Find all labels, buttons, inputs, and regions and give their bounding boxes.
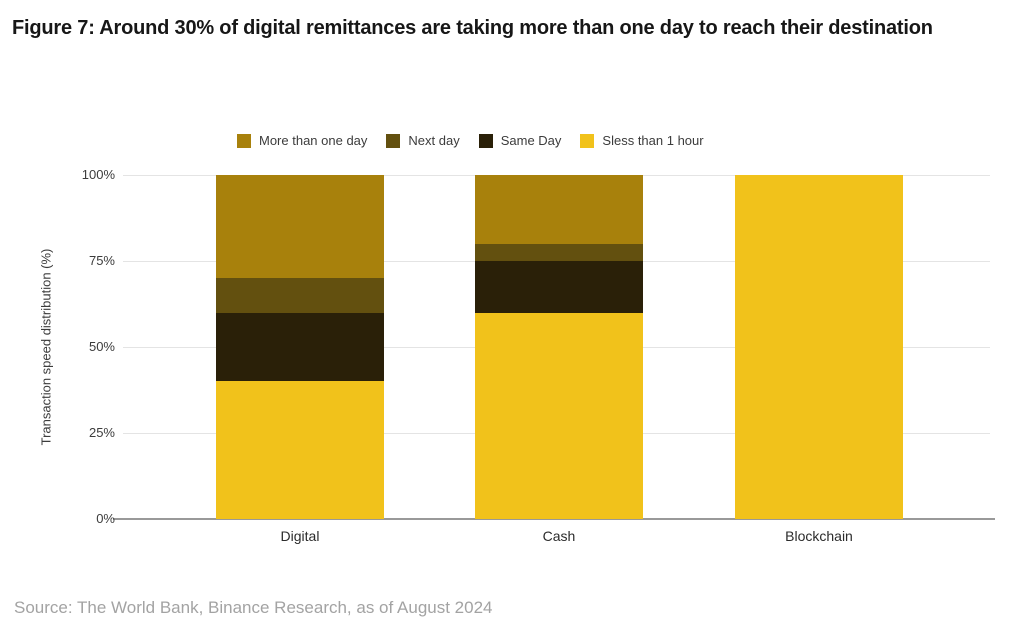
bar-cash <box>475 175 643 519</box>
bar-segment <box>216 312 384 382</box>
legend-swatch-icon <box>237 133 251 148</box>
bar-segment <box>475 175 643 244</box>
y-tick-label-100: 100% <box>81 167 115 182</box>
legend-swatch-icon <box>386 133 401 148</box>
y-tick-label-50: 50% <box>88 339 115 354</box>
bar-segment <box>216 381 384 519</box>
x-axis-label-digital: Digital <box>280 528 320 544</box>
x-axis-label-cash: Cash <box>542 528 576 544</box>
legend-label: Sless than 1 hour <box>602 133 704 148</box>
legend-label: Same Day <box>500 133 562 148</box>
figure-title: Figure 7: Around 30% of digital remittan… <box>12 17 933 39</box>
source-note: Source: The World Bank, Binance Research… <box>14 598 493 617</box>
bar-segment <box>216 175 384 279</box>
legend-item: Sless than 1 hour <box>580 133 704 148</box>
bar-segment <box>475 243 643 261</box>
bar-blockchain <box>735 175 903 519</box>
legend-item: More than one day <box>237 133 367 148</box>
x-axis-line <box>113 518 995 520</box>
legend-swatch-icon <box>478 133 493 148</box>
legend-label: Next day <box>408 133 460 148</box>
legend-label: More than one day <box>259 133 368 148</box>
chart-legend: More than one day Next day Same Day Sless t… <box>237 133 704 148</box>
legend-swatch-icon <box>580 133 595 148</box>
plot-area <box>123 175 990 519</box>
bar-segment <box>735 175 903 519</box>
legend-item: Next day <box>386 133 460 148</box>
y-tick-label-75: 75% <box>88 253 115 268</box>
bar-digital <box>216 175 384 519</box>
y-tick-label-25: 25% <box>88 425 115 440</box>
bar-segment <box>475 260 643 313</box>
y-tick-label-0: 0% <box>96 511 115 526</box>
legend-item: Same Day <box>478 133 562 148</box>
bar-segment <box>216 278 384 313</box>
bar-segment <box>475 312 643 519</box>
x-axis-label-blockchain: Blockchain <box>785 528 853 544</box>
